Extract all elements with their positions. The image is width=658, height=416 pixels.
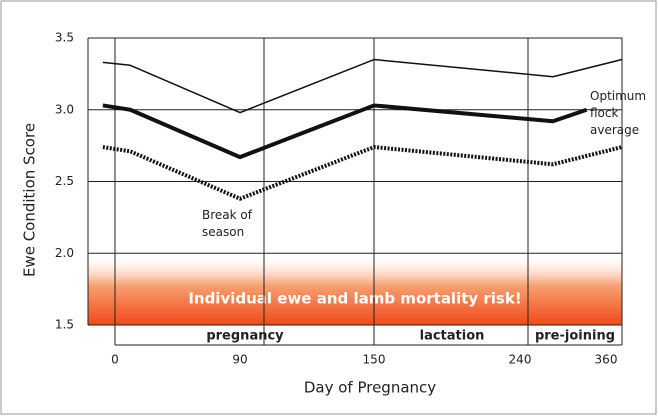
x-tick-label: 240 (509, 353, 532, 367)
y-tick-label: 2.0 (55, 246, 74, 260)
phase-label: pre-joining (535, 329, 615, 344)
y-tick-label: 3.0 (55, 102, 74, 116)
phase-label: pregnancy (206, 329, 284, 344)
risk-zone (88, 253, 622, 325)
y-tick-label: 1.5 (55, 318, 74, 332)
x-tick-label: 90 (232, 353, 247, 367)
annotation: Break of season (202, 208, 252, 239)
x-tick-label: 0 (111, 353, 119, 367)
y-tick-label: 2.5 (55, 174, 74, 188)
annotation: Optimum flock average (590, 89, 647, 137)
data-line (102, 58, 623, 114)
x-tick-label: 360 (595, 353, 618, 367)
y-axis-label: Ewe Condition Score (21, 123, 39, 277)
risk-label: Individual ewe and lamb mortality risk! (188, 290, 521, 308)
x-tick-label: 150 (363, 353, 386, 367)
phase-label: lactation (420, 329, 485, 344)
y-tick-label: 3.5 (55, 31, 74, 45)
data-line (102, 103, 588, 160)
data-line (102, 145, 623, 201)
x-axis-label: Day of Pregnancy (304, 379, 436, 397)
